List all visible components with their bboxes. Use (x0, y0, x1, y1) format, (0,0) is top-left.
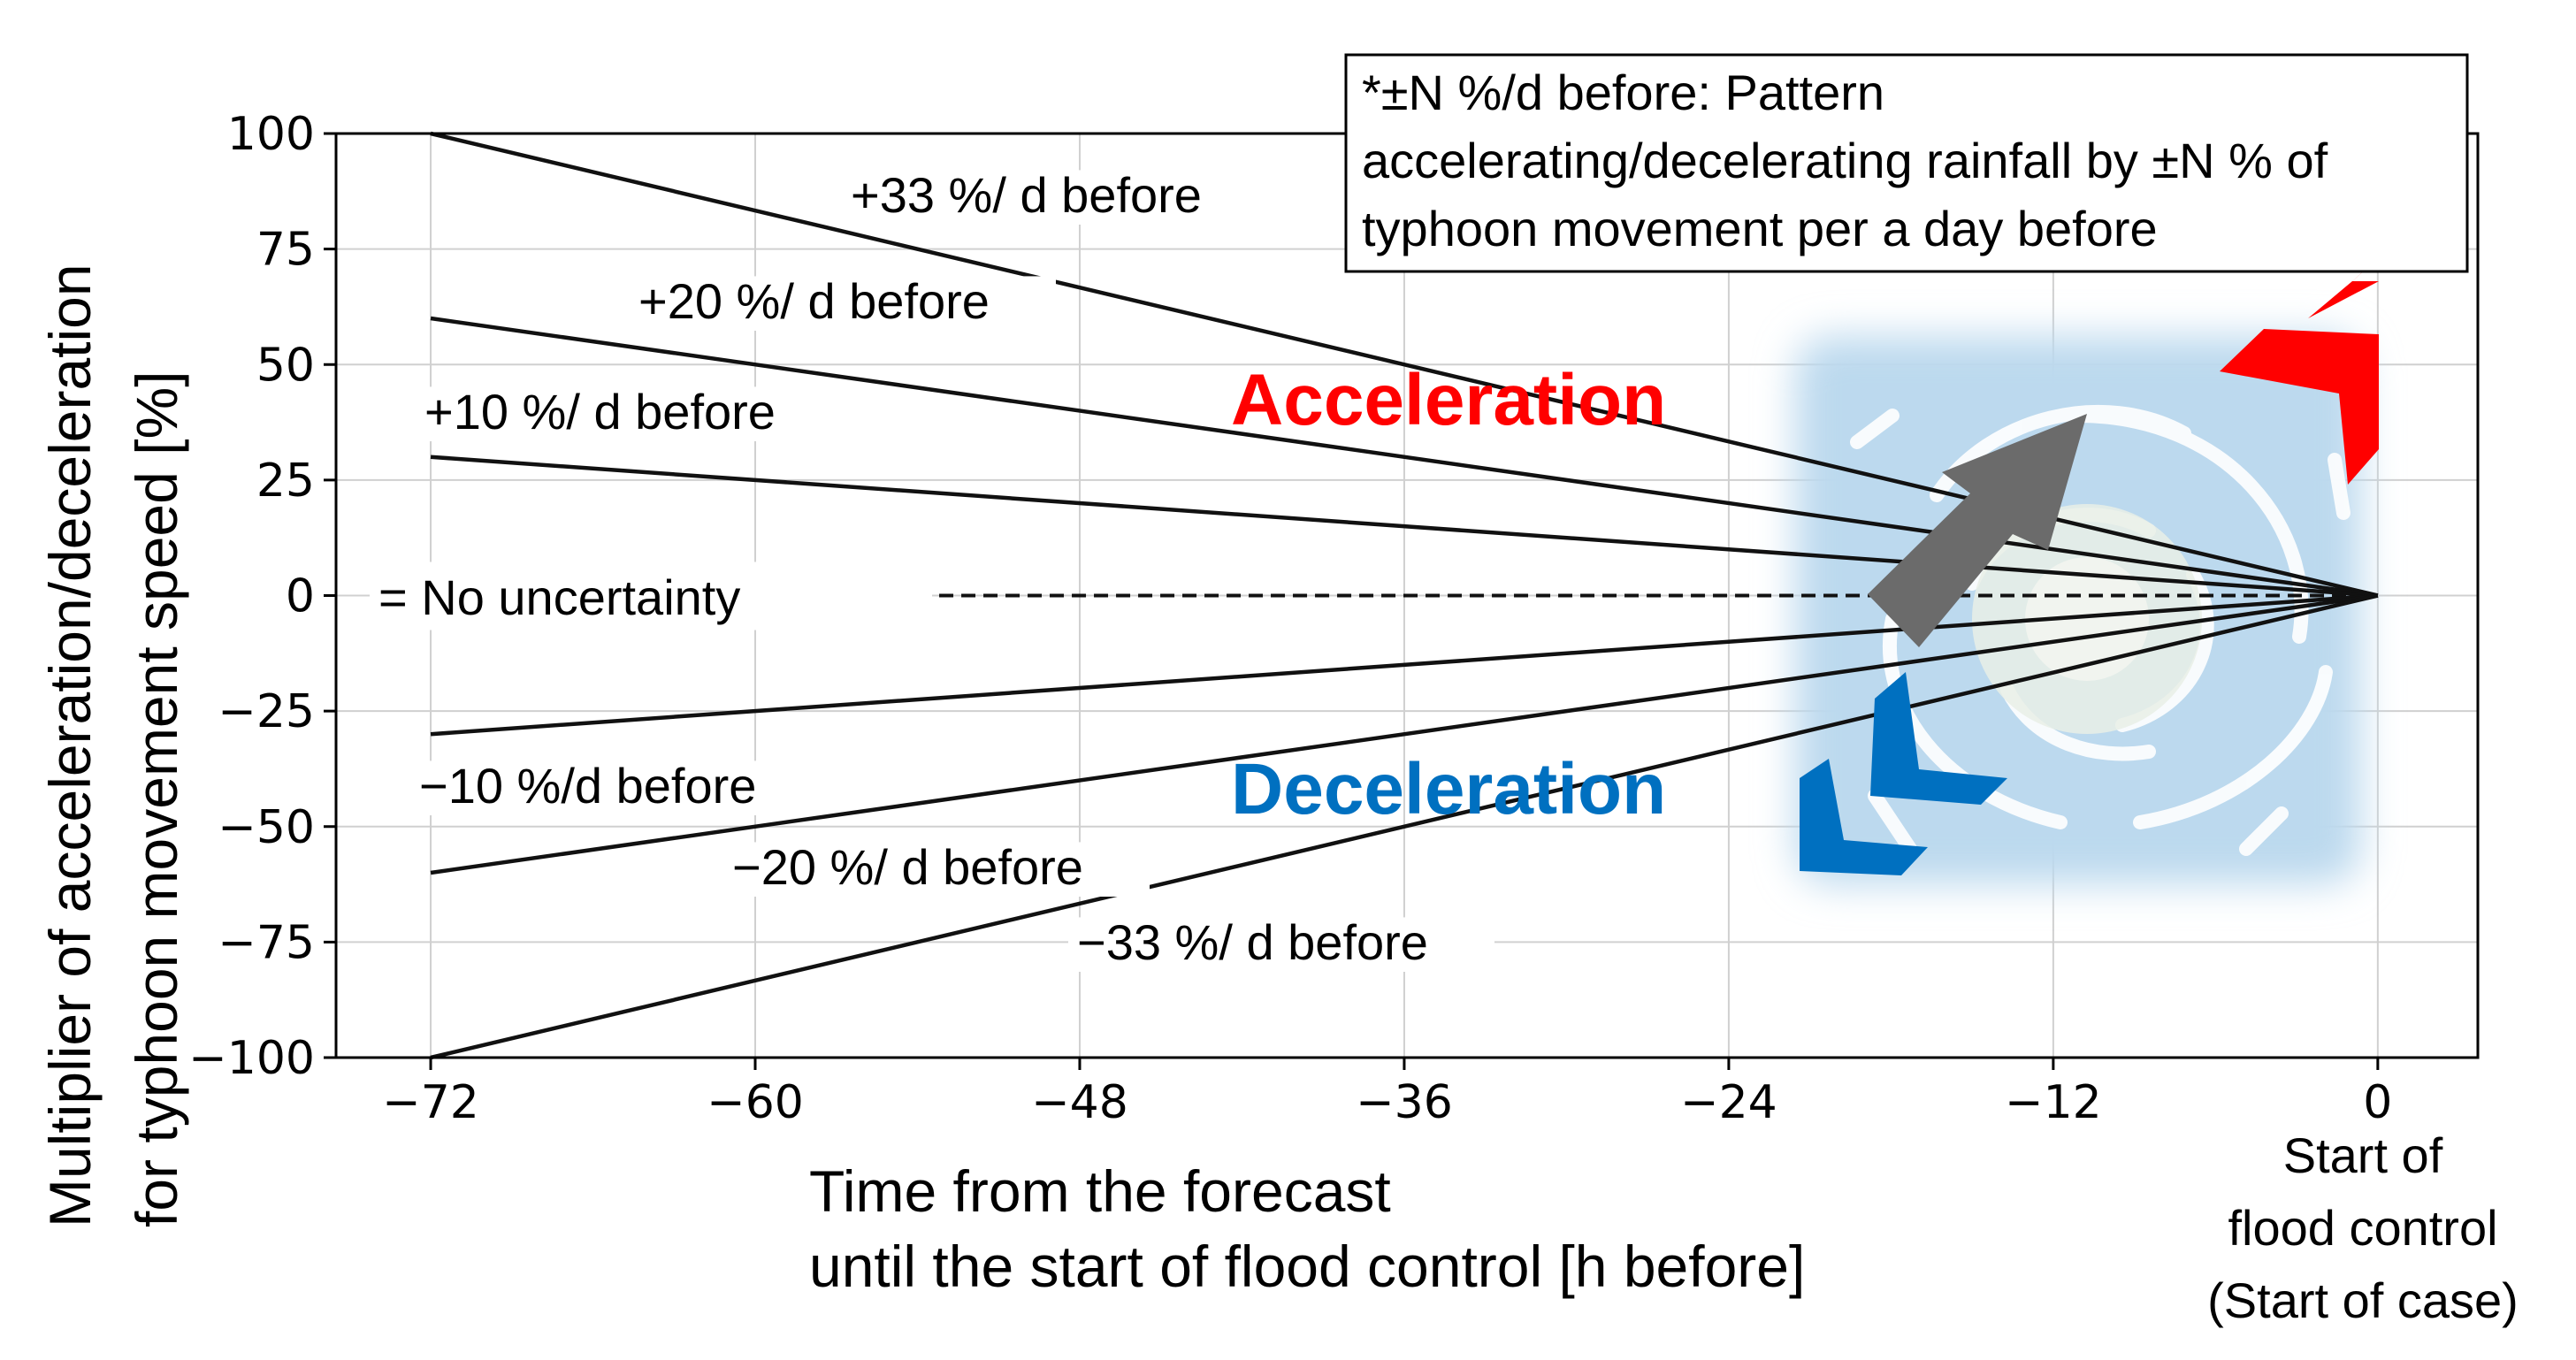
series-label-bg (842, 170, 1268, 225)
series-labels: +33 %/ d before +20 %/ d before +10 %/ d b… (370, 167, 1494, 972)
deceleration-label: Deceleration (1231, 749, 1666, 829)
x-tick-label: −48 (1031, 1076, 1128, 1129)
y-tick-label: −50 (218, 801, 315, 854)
x-tick-label: −72 (382, 1076, 479, 1129)
series-label: −10 %/d before (419, 758, 756, 814)
series-label: −20 %/ d before (732, 839, 1083, 895)
deceleration-chevron-icon (1800, 672, 2007, 875)
note-line-2: accelerating/decelerating rainfall by ±N… (1362, 133, 2328, 188)
x-tick-label: 0 (2363, 1076, 2392, 1129)
x-tick-label: −60 (707, 1076, 804, 1129)
acceleration-chevron-upper-icon (2308, 281, 2379, 318)
y-tick-label: 75 (256, 224, 315, 277)
y-tick-label: −100 (188, 1032, 315, 1085)
x-end-label-line-3: (Start of case) (2207, 1272, 2519, 1328)
x-end-label-line-2: flood control (2228, 1200, 2497, 1256)
movement-arrow-icon (1868, 414, 2087, 647)
acceleration-label: Acceleration (1231, 360, 1666, 440)
series-label-bg (416, 386, 842, 441)
series-label: +33 %/ d before (851, 167, 1202, 223)
x-tick-label: −12 (2005, 1076, 2102, 1129)
y-tick-label: −75 (218, 916, 315, 969)
note-line-1: *±N %/d before: Pattern (1362, 65, 1884, 120)
series-label: +20 %/ d before (638, 273, 990, 329)
series-label: +10 %/ d before (424, 384, 776, 439)
ticks: −72 −60 −48 −36 −24 −12 0 100 75 50 25 0 −25 −50 −75 −1… (188, 108, 2392, 1129)
y-tick-label: 25 (256, 455, 315, 508)
series-line (430, 593, 2379, 1060)
series-label: = No uncertainty (378, 569, 740, 625)
series-line (430, 316, 2379, 598)
series-label-bg (630, 276, 1056, 331)
note-box: *±N %/d before: Pattern accelerating/dec… (1344, 53, 2469, 273)
series-line (430, 455, 2379, 598)
y-tick-label: 100 (227, 108, 315, 161)
x-tick-label: −24 (1680, 1076, 1777, 1129)
y-tick-label: −25 (218, 685, 315, 738)
series-lines (430, 131, 2379, 1060)
series-line (430, 593, 2379, 737)
series-label-bg (370, 562, 932, 630)
y-tick-label: 50 (256, 339, 315, 392)
x-end-label-line-1: Start of (2283, 1127, 2443, 1183)
series-label-bg (1068, 917, 1494, 972)
series-label-bg (410, 760, 810, 815)
x-axis-title-line-1: Time from the forecast (809, 1158, 1391, 1224)
note-line-3: typhoon movement per a day before (1362, 201, 2158, 256)
x-axis-title-line-2: until the start of flood control [h befo… (809, 1234, 1805, 1299)
y-tick-label: 0 (286, 570, 315, 623)
y-axis-title-line-1: Multiplier of acceleration/deceleration (37, 264, 103, 1227)
series-line (430, 593, 2379, 875)
x-tick-label: −36 (1356, 1076, 1453, 1129)
series-label: −33 %/ d before (1077, 914, 1428, 970)
y-axis-title-line-2: for typhoon movement speed [%] (124, 371, 189, 1227)
series-label-bg (723, 842, 1150, 897)
